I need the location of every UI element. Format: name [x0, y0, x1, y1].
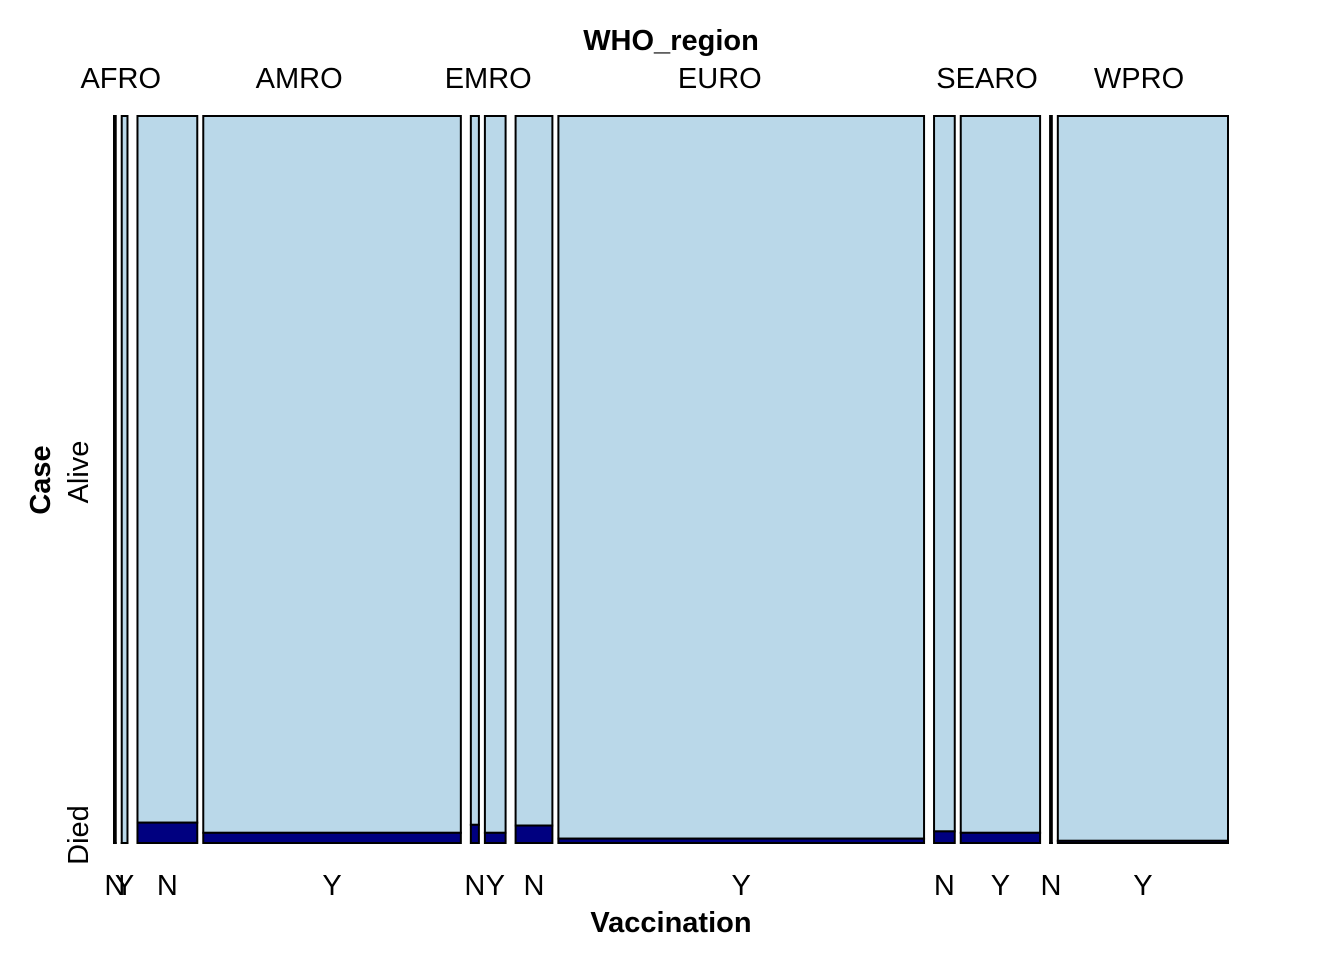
bar-alive [933, 115, 956, 833]
x-tick-label: N [1040, 870, 1061, 902]
mosaic-cell-searo-y [959, 115, 1042, 845]
region-label: EURO [678, 63, 762, 95]
bar-died [557, 837, 926, 845]
y-level-label-died: Died [63, 805, 95, 865]
x-tick-label: N [934, 870, 955, 902]
bar-died [1056, 839, 1229, 844]
mosaic-cell-searo-n [933, 115, 956, 844]
region-label: SEARO [936, 63, 1038, 95]
region-label: WPRO [1094, 63, 1184, 95]
x-tick-label: Y [991, 870, 1010, 902]
bar-died [202, 831, 462, 845]
x-tick-label: N [464, 870, 485, 902]
bar-alive [959, 115, 1042, 834]
bar-died [514, 824, 554, 845]
x-tick-label: Y [732, 870, 751, 902]
bar-died [136, 821, 199, 844]
bar-died [469, 823, 480, 845]
x-tick-label: Y [115, 870, 134, 902]
bar-alive [1049, 115, 1053, 844]
bar-alive [514, 115, 554, 827]
x-axis-title: Vaccination [590, 907, 751, 939]
bar-died [959, 831, 1042, 845]
bar-died [483, 831, 507, 845]
mosaic-cell-amro-n [136, 115, 199, 844]
mosaic-cell-emro-y [483, 115, 507, 845]
x-tick-label: Y [486, 870, 505, 902]
mosaic-cell-emro-n [469, 115, 480, 845]
x-tick-label: N [104, 870, 125, 902]
bar-alive [113, 115, 117, 844]
bar-alive [202, 115, 462, 834]
region-label: EMRO [445, 63, 532, 95]
bar-alive [483, 115, 507, 834]
mosaic-cell-wpro-n [1049, 115, 1053, 845]
mosaic-cell-euro-y [557, 115, 926, 845]
mosaic-cell-wpro-y [1056, 115, 1229, 844]
chart-title: WHO_region [583, 25, 759, 57]
region-label: AFRO [80, 63, 161, 95]
region-label: AMRO [256, 63, 343, 95]
x-tick-label: N [524, 870, 545, 902]
mosaic-cell-euro-n [514, 115, 554, 845]
x-tick-label: N [157, 870, 178, 902]
mosaic-cell-amro-y [202, 115, 462, 845]
bar-alive [469, 115, 480, 826]
bar-alive [557, 115, 926, 840]
bar-alive [136, 115, 199, 824]
y-level-label-alive: Alive [63, 441, 95, 504]
bar-alive [120, 115, 129, 844]
x-tick-label: Y [1133, 870, 1152, 902]
y-axis-title: Case [25, 445, 57, 514]
x-tick-label: Y [322, 870, 341, 902]
bar-died [933, 830, 956, 844]
mosaic-cell-afro-n [113, 115, 117, 845]
bar-alive [1056, 115, 1229, 842]
mosaic-cell-afro-y [120, 115, 129, 845]
